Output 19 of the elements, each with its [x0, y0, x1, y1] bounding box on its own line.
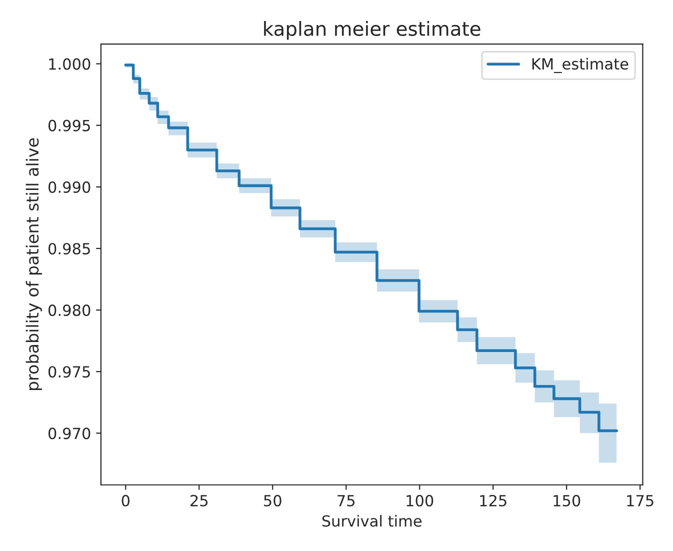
x-tick-label: 125	[480, 494, 506, 506]
y-tick-label: 0.975	[48, 366, 90, 378]
x-tick-label: 25	[190, 494, 208, 506]
y-tick-label: 0.980	[48, 304, 90, 316]
x-tick-label: 50	[264, 494, 282, 506]
legend-label: KM_estimate	[532, 58, 628, 74]
chart-title: kaplan meier estimate	[264, 20, 480, 40]
x-tick-label: 175	[627, 495, 654, 506]
y-tick-label: 0.995	[48, 120, 90, 132]
x-tick-label: 150	[554, 494, 580, 506]
x-tick-label: 100	[406, 494, 434, 506]
y-tick-label: 0.985	[48, 242, 90, 254]
x-tick-label: 75	[338, 495, 354, 506]
y-tick-label: 0.970	[48, 428, 90, 440]
x-tick-label: 0	[122, 494, 130, 506]
y-tick-label: 0.990	[48, 181, 90, 193]
x-axis-title: Survival time	[322, 514, 422, 527]
y-axis-title: probability of patient still alive	[26, 138, 42, 390]
y-tick-label: 1.000	[49, 58, 90, 70]
